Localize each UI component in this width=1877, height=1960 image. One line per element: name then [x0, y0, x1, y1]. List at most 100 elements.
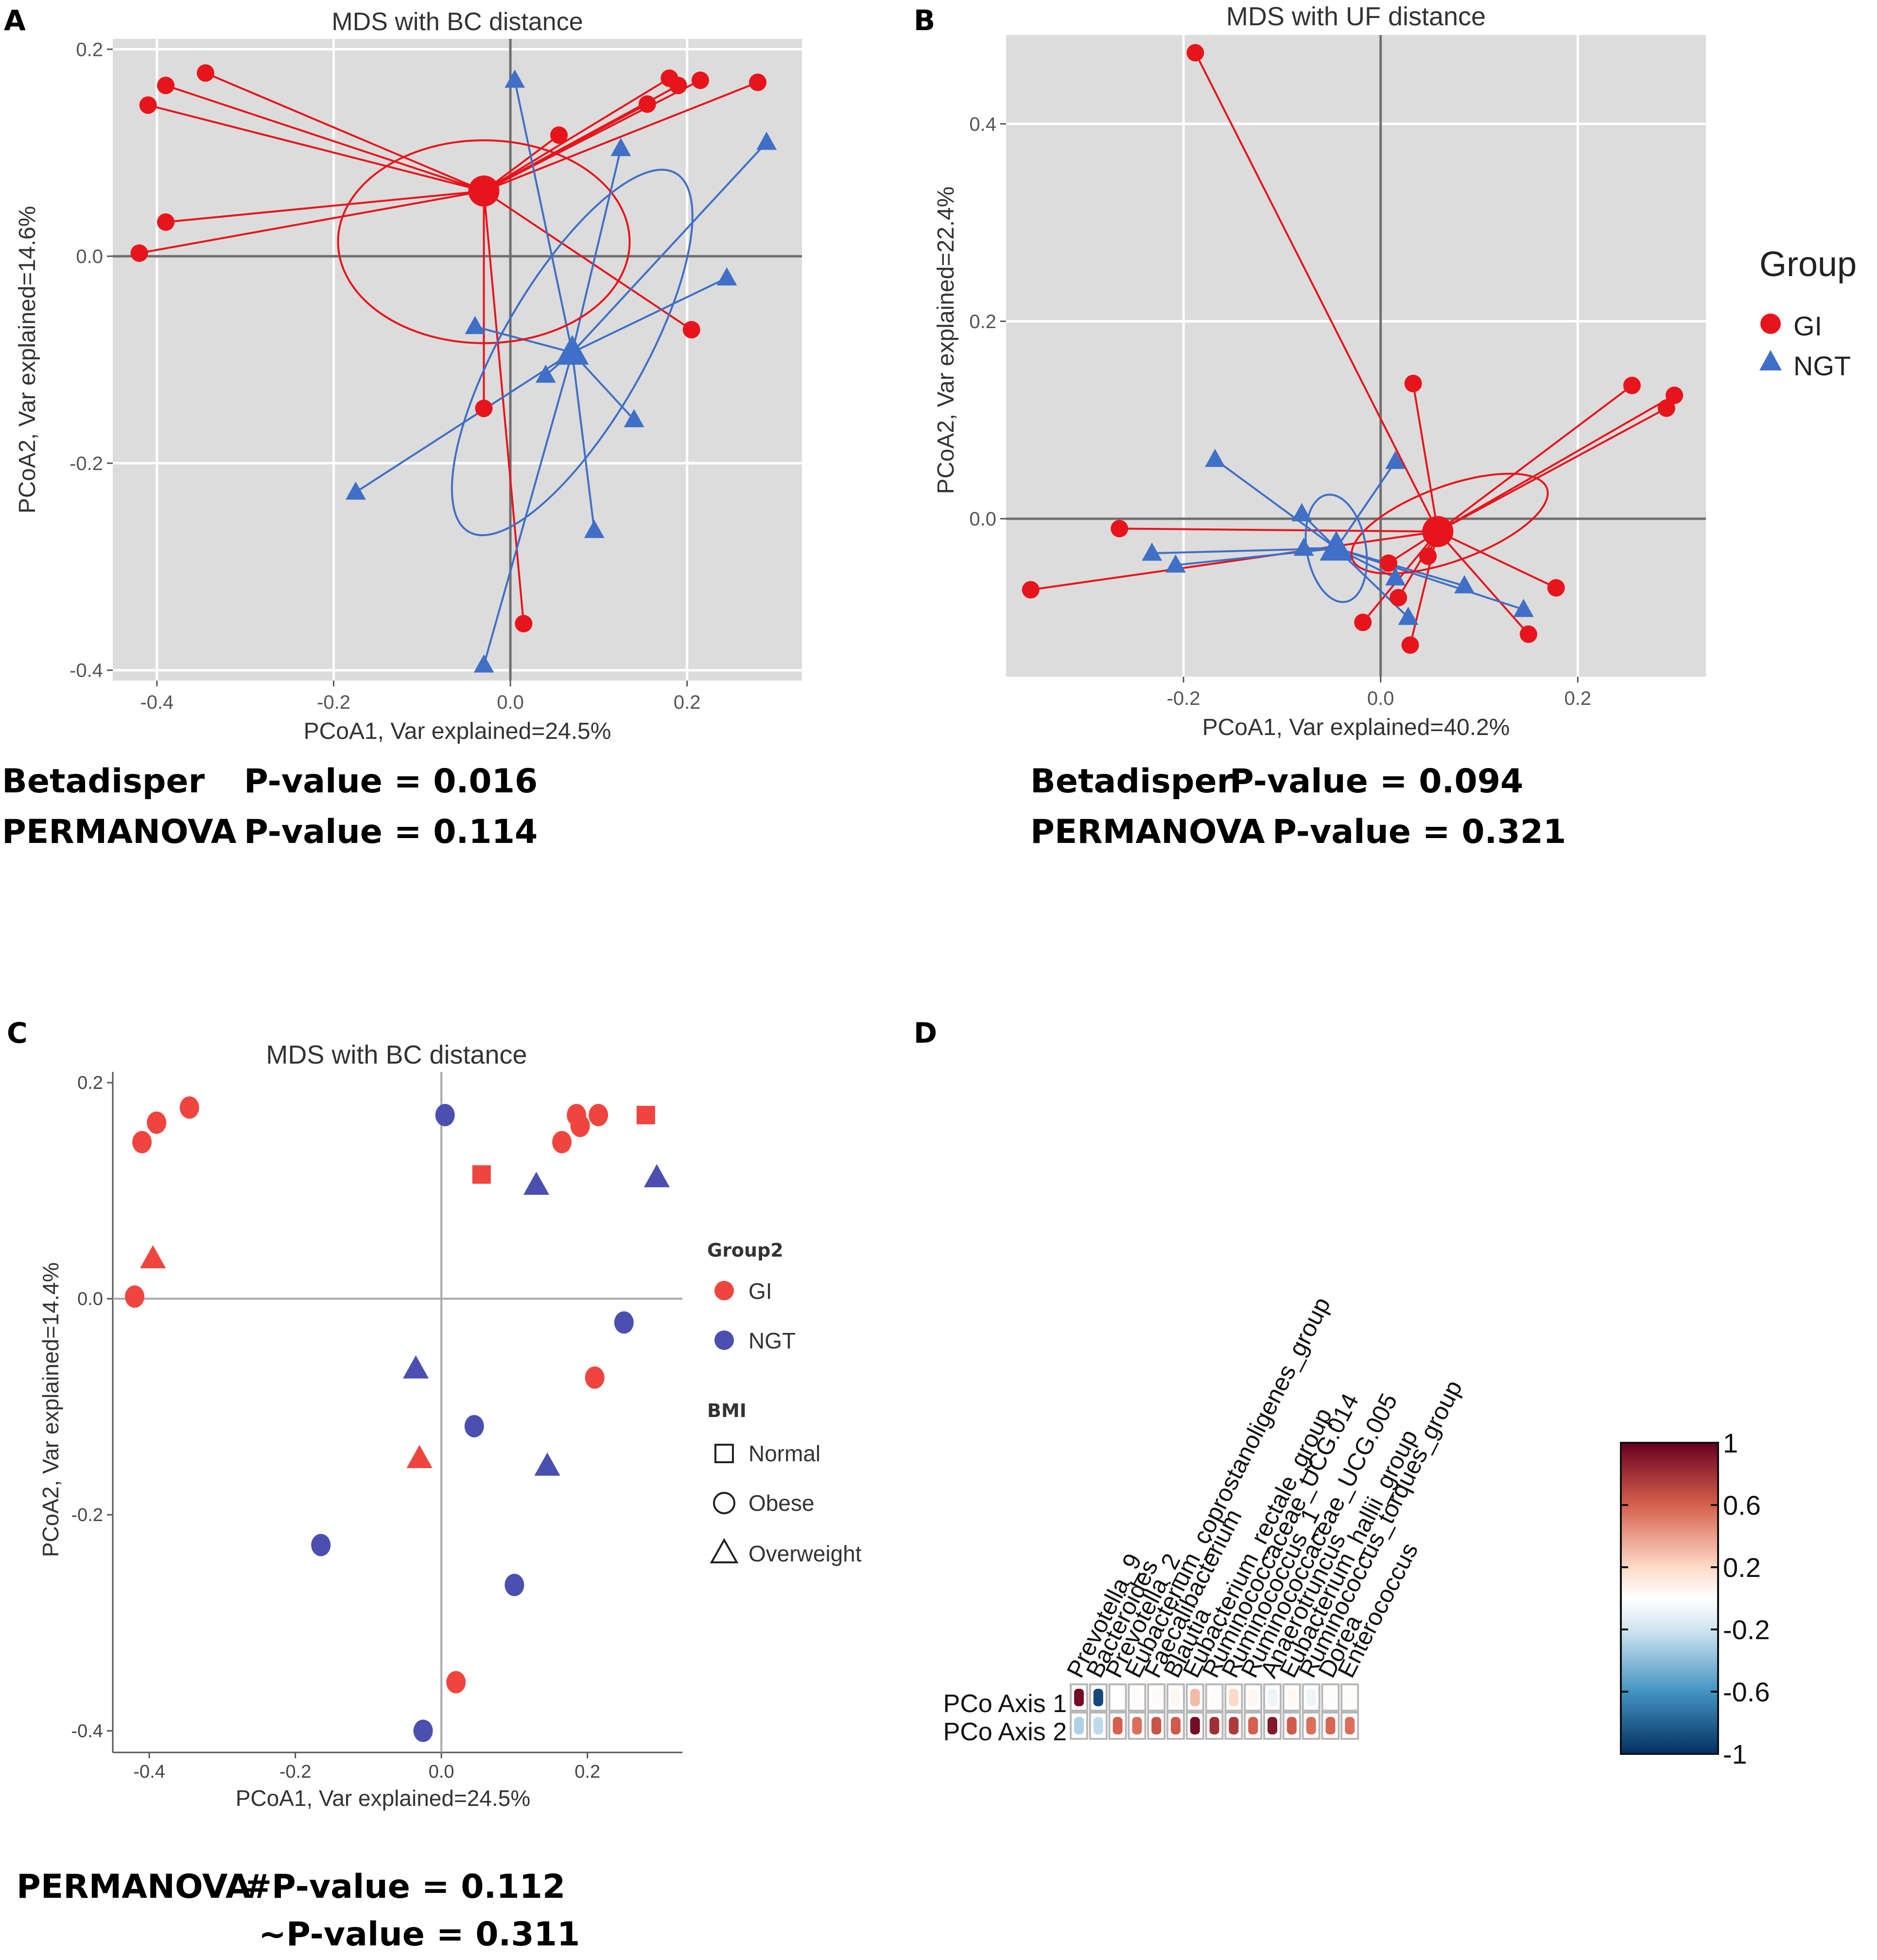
heatmap-cell [1151, 1689, 1162, 1706]
gi-centroid-link [1194, 52, 1439, 532]
colorbar [1620, 1442, 1719, 1755]
group2-legend-title: Group2 [707, 1240, 783, 1261]
heatmap-cell [1229, 1689, 1239, 1706]
gi-point [1379, 554, 1397, 572]
gi-centroid-link [483, 103, 648, 192]
ngt-point [1513, 598, 1534, 617]
gi-centroid-link [139, 190, 484, 254]
x-tick-label: 0.2 [574, 1762, 600, 1782]
ngt-point [465, 315, 486, 334]
y-tick-label: -0.2 [70, 453, 103, 474]
gi-centroid-link [483, 134, 560, 192]
gi-point [1666, 386, 1684, 404]
stats-a-line2-label: PERMANOVA [2, 813, 237, 851]
panel-d-cells [1070, 1683, 1359, 1740]
heatmap-cell [1112, 1689, 1123, 1706]
gi-obese-point [589, 1103, 608, 1126]
panel-d-heatmap: Prevotella_9BacteroidesPrevotella_2Eubac… [943, 1293, 1770, 1769]
panel-a-x-label: PCoA1, Var explained=24.5% [304, 718, 611, 744]
gi-point [638, 95, 656, 113]
bmi-legend-title: BMI [707, 1400, 747, 1421]
ngt-point [1385, 567, 1406, 586]
ngt-point [473, 654, 494, 673]
gi-point [1419, 547, 1437, 565]
gi-centroid-link [165, 190, 484, 223]
stats-b-line2: PERMANOVA P-value = 0.321 [1030, 813, 1566, 851]
ngt-point [1293, 538, 1314, 556]
ngt-centroid-link [571, 352, 595, 531]
gi-point [682, 321, 700, 339]
stats-c-line1-value: #P-value = 0.112 [244, 1868, 566, 1906]
gi-centroid-link [483, 77, 670, 192]
group-legend-title: Group [1759, 245, 1857, 284]
stats-a-line1: Betadisper P-value = 0.016 [2, 762, 538, 801]
heatmap-cell [1190, 1689, 1200, 1706]
panel-c-zero-lines [113, 1072, 682, 1752]
ngt-point [535, 364, 556, 383]
heatmap-cell [1325, 1717, 1336, 1734]
y-tick-label: -0.4 [70, 660, 103, 682]
stats-c-line2-value: ~P-value = 0.311 [259, 1915, 580, 1954]
panel-label-b: B [914, 4, 935, 37]
y-tick-label: 0.0 [969, 508, 996, 530]
stats-b-line2-label: PERMANOVA [1030, 813, 1265, 851]
y-tick-label: 0.2 [76, 39, 103, 60]
gi-centroid-link [1437, 530, 1557, 589]
stats-c-line1-label: PERMANOVA [17, 1868, 251, 1906]
gi-ellipse [337, 139, 631, 344]
panel-label-d: D [914, 1016, 937, 1050]
heatmap-cell [1345, 1717, 1355, 1734]
gi-centroid-link [1437, 385, 1633, 533]
panel-c-y-label: PCoA2, Var explained=14.4% [38, 1262, 63, 1558]
gi-centroid-link [1437, 394, 1675, 533]
panel-a-ellipses [337, 139, 694, 536]
gi-centroid-link [483, 191, 525, 624]
legend-normal-marker [714, 1444, 734, 1463]
gi-point [1404, 374, 1422, 392]
gi-obese-point [552, 1131, 572, 1154]
gi-normal-point [472, 1165, 491, 1184]
colorbar-tick-label: 0.2 [1723, 1552, 1761, 1583]
heatmap-cell [1286, 1717, 1297, 1734]
ngt-point [1454, 575, 1475, 594]
gi-centroid-link [483, 190, 692, 331]
ngt-obese-point [311, 1534, 331, 1557]
gi-centroid-link [1030, 530, 1438, 591]
panel-b-title: MDS with UF distance [1226, 2, 1486, 31]
colorbar-tick-label: 1 [1723, 1428, 1738, 1458]
panel-a-title: MDS with BC distance [331, 8, 583, 36]
heatmap-cell [1268, 1689, 1277, 1706]
legend-overweight-label: Overweight [748, 1541, 862, 1566]
panel-b-points [1022, 44, 1684, 654]
heatmap-cell [1268, 1717, 1277, 1734]
x-tick-label: 0.2 [1564, 688, 1592, 709]
heatmap-cell [1209, 1689, 1219, 1706]
panel-c-chart: -0.4 -0.2 0.0 0.2 -0.4 -0.2 0.0 0.2 MDS with BC… [38, 1040, 862, 1811]
group-legend: Group GI NGT [1759, 245, 1857, 381]
gi-centroid-link [1437, 407, 1667, 533]
gi-centroid-link [165, 84, 485, 192]
gi-centroid-link [1412, 383, 1439, 532]
legend-c-ngt-label: NGT [748, 1328, 796, 1353]
heatmap-cell [1229, 1717, 1239, 1734]
y-tick-label: -0.2 [71, 1505, 103, 1525]
ngt-centroid-link [1335, 461, 1396, 549]
panel-a-y-label: PCoA2, Var explained=14.6% [15, 206, 40, 514]
panel-b-ticks: -0.2 0.0 0.2 0.0 0.2 0.4 [969, 114, 1591, 709]
gi-centroid-link [1437, 531, 1529, 635]
bmi-legend: BMI Normal Obese Overweight [707, 1400, 862, 1566]
gi-point [1022, 581, 1040, 599]
heatmap-cell [1171, 1689, 1181, 1706]
gi-point [550, 126, 568, 144]
heatmap-cell [1286, 1689, 1297, 1706]
stats-a-line1-value: P-value = 0.016 [244, 762, 538, 801]
gi-point [475, 400, 493, 418]
panel-a-chart: -0.4 -0.2 0.0 0.2 -0.4 -0.2 0.0 0.2 MDS with BC… [15, 8, 802, 744]
y-tick-label: 0.4 [969, 114, 996, 135]
group2-legend: Group2 GI NGT [707, 1240, 796, 1353]
gi-obese-point [132, 1131, 152, 1154]
ngt-point [504, 70, 525, 88]
gi-point [1401, 636, 1419, 654]
legend-c-gi-marker [714, 1281, 734, 1300]
